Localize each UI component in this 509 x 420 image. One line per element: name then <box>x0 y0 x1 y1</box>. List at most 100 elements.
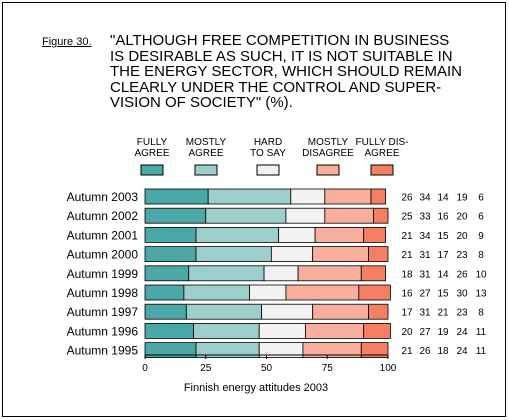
legend-label-1-line-2: AGREE <box>134 148 169 159</box>
bar-segment <box>358 284 391 301</box>
legend-label-4-line-1: MOSTLY <box>308 137 349 148</box>
bar-segment <box>249 284 287 301</box>
category-label: Autumn 2000 <box>67 248 139 262</box>
value-label: 18 <box>437 346 449 357</box>
bar-segment <box>363 226 386 243</box>
category-label: Autumn 2002 <box>67 209 139 223</box>
bar-segment <box>363 322 391 339</box>
value-label: 17 <box>437 250 449 261</box>
value-label: 9 <box>478 231 484 242</box>
category-label: Autumn 2001 <box>67 228 139 242</box>
value-label: 20 <box>401 327 413 338</box>
bar-segment <box>193 322 260 339</box>
value-label: 20 <box>456 231 468 242</box>
legend-label-5-line-1: FULLY DIS- <box>356 137 409 148</box>
value-label: 16 <box>437 212 449 223</box>
value-label: 21 <box>401 346 413 357</box>
bar-segment <box>195 226 280 243</box>
bar-segment <box>183 284 250 301</box>
x-tick-label: 50 <box>261 363 273 374</box>
value-label: 14 <box>437 269 449 280</box>
value-label: 21 <box>401 250 413 261</box>
legend-label-2-line-2: AGREE <box>188 148 223 159</box>
bar-segment <box>360 342 389 359</box>
x-axis-label: Finnish energy attitudes 2003 <box>184 382 328 394</box>
bar-segment <box>261 303 314 320</box>
value-label: 31 <box>419 269 431 280</box>
value-label: 10 <box>475 269 487 280</box>
legend-swatch-4 <box>316 164 340 176</box>
bar-segment <box>324 188 372 205</box>
bar-segment <box>144 284 185 301</box>
bar-segment <box>290 188 326 205</box>
bar-segment <box>144 188 209 205</box>
value-label: 33 <box>419 212 431 223</box>
value-label: 23 <box>456 250 468 261</box>
bar-segment <box>297 265 362 282</box>
x-tick-label: 0 <box>142 363 148 374</box>
value-label: 23 <box>456 308 468 319</box>
legend-label-3-line-1: HARD <box>254 137 282 148</box>
bar-segment <box>278 226 316 243</box>
value-label: 25 <box>401 212 413 223</box>
value-label: 21 <box>437 308 449 319</box>
value-label: 14 <box>437 193 449 204</box>
value-label: 26 <box>456 269 468 280</box>
value-label: 19 <box>456 193 468 204</box>
value-label: 24 <box>456 327 468 338</box>
legend-swatch-5 <box>370 164 394 176</box>
bar-segment <box>370 188 386 205</box>
chart-title: "ALTHOUGH FREE COMPETITION IN BUSINESS I… <box>110 32 462 111</box>
category-label: Autumn 1995 <box>67 344 139 358</box>
x-tick-label: 75 <box>322 363 334 374</box>
value-label: 11 <box>476 327 487 338</box>
value-label: 16 <box>401 289 413 300</box>
value-label: 19 <box>437 327 449 338</box>
value-label: 20 <box>456 212 468 223</box>
bar-segment <box>144 246 197 263</box>
bar-segment <box>258 322 306 339</box>
value-label: 26 <box>401 193 413 204</box>
figure-border <box>2 2 506 417</box>
category-label: Autumn 1999 <box>67 267 139 281</box>
bar-segment <box>312 246 369 263</box>
value-label: 24 <box>456 346 468 357</box>
bar-segment <box>144 303 187 320</box>
value-label: 17 <box>401 308 413 319</box>
value-label: 27 <box>419 289 431 300</box>
figure-label: Figure 30. <box>42 36 92 48</box>
value-label: 34 <box>419 193 431 204</box>
legend-label-3-line-2: TO SAY <box>250 148 286 159</box>
legend-swatch-2 <box>194 164 218 176</box>
x-tick-label: 25 <box>200 363 212 374</box>
value-label: 26 <box>419 346 431 357</box>
value-label: 30 <box>456 289 468 300</box>
legend-label-5-line-2: AGREE <box>364 148 399 159</box>
bar-segment <box>195 246 272 263</box>
category-label: Autumn 1996 <box>67 324 139 338</box>
bar-segment <box>144 322 194 339</box>
bar-segment <box>263 265 299 282</box>
bar-segment <box>144 265 190 282</box>
category-label: Autumn 1998 <box>67 286 139 300</box>
value-label: 27 <box>419 327 431 338</box>
bar-segment <box>270 246 314 263</box>
legend-label-1-line-1: FULLY <box>137 137 168 148</box>
value-label: 13 <box>475 289 487 300</box>
bar-segment <box>312 303 369 320</box>
value-label: 34 <box>419 231 431 242</box>
legend-label-4-line-2: DISAGREE <box>302 148 354 159</box>
bar-segment <box>144 226 197 243</box>
legend-swatch-3 <box>256 164 280 176</box>
bar-segment <box>285 207 326 224</box>
bar-segment <box>314 226 365 243</box>
value-label: 31 <box>419 250 431 261</box>
bar-segment <box>368 246 389 263</box>
value-label: 15 <box>437 289 449 300</box>
value-label: 31 <box>419 308 431 319</box>
value-label: 6 <box>478 193 484 204</box>
legend-swatch-1 <box>140 164 164 176</box>
bar-segment <box>304 322 365 339</box>
